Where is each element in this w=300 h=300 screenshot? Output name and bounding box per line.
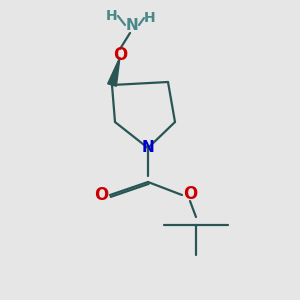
Text: N: N [126, 17, 138, 32]
Text: H: H [144, 11, 156, 25]
Text: H: H [106, 9, 118, 23]
Text: O: O [94, 186, 108, 204]
Text: O: O [113, 46, 127, 64]
Text: O: O [183, 185, 197, 203]
Text: N: N [142, 140, 154, 155]
Polygon shape [108, 57, 120, 86]
